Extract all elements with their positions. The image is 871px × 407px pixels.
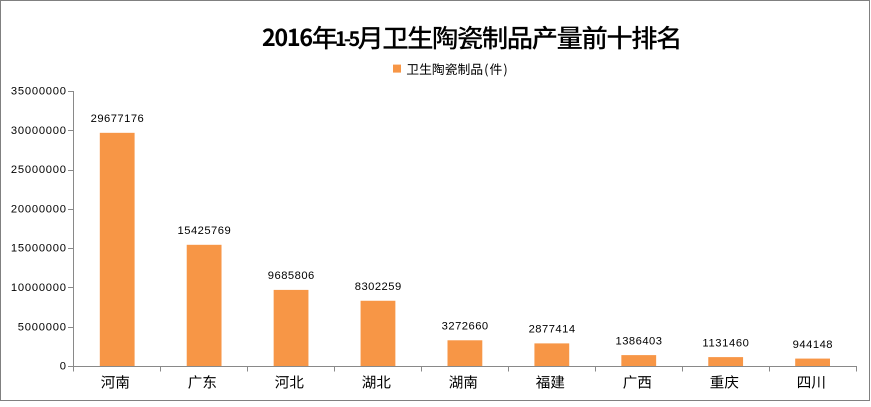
svg-text:15000000: 15000000	[11, 243, 66, 255]
svg-text:29677176: 29677176	[91, 113, 144, 125]
svg-text:30000000: 30000000	[11, 125, 66, 137]
svg-text:944148: 944148	[793, 339, 833, 351]
svg-text:2877414: 2877414	[529, 324, 575, 336]
svg-text:35000000: 35000000	[11, 86, 66, 98]
svg-text:8302259: 8302259	[355, 281, 401, 293]
svg-text:1131460: 1131460	[702, 337, 748, 349]
svg-text:9685806: 9685806	[268, 270, 314, 282]
svg-text:25000000: 25000000	[11, 164, 66, 176]
svg-text:20000000: 20000000	[11, 203, 66, 215]
svg-text:3272660: 3272660	[442, 320, 488, 332]
svg-text:0: 0	[60, 361, 66, 373]
svg-text:10000000: 10000000	[11, 282, 66, 294]
svg-text:5000000: 5000000	[18, 321, 66, 333]
svg-text:15425769: 15425769	[178, 225, 231, 237]
svg-text:1386403: 1386403	[616, 335, 662, 347]
